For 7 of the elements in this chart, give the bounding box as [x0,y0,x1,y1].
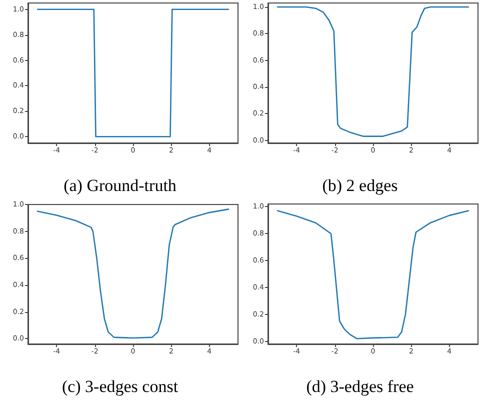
text: (c) 3-edges const [62,377,178,396]
text: (a) Ground-truth [64,176,177,195]
text: (b) 2 edges [322,176,398,195]
line-series [36,208,230,339]
line-series [276,6,470,137]
line-series [276,210,470,340]
text: (d) 3-edges free [306,377,414,396]
